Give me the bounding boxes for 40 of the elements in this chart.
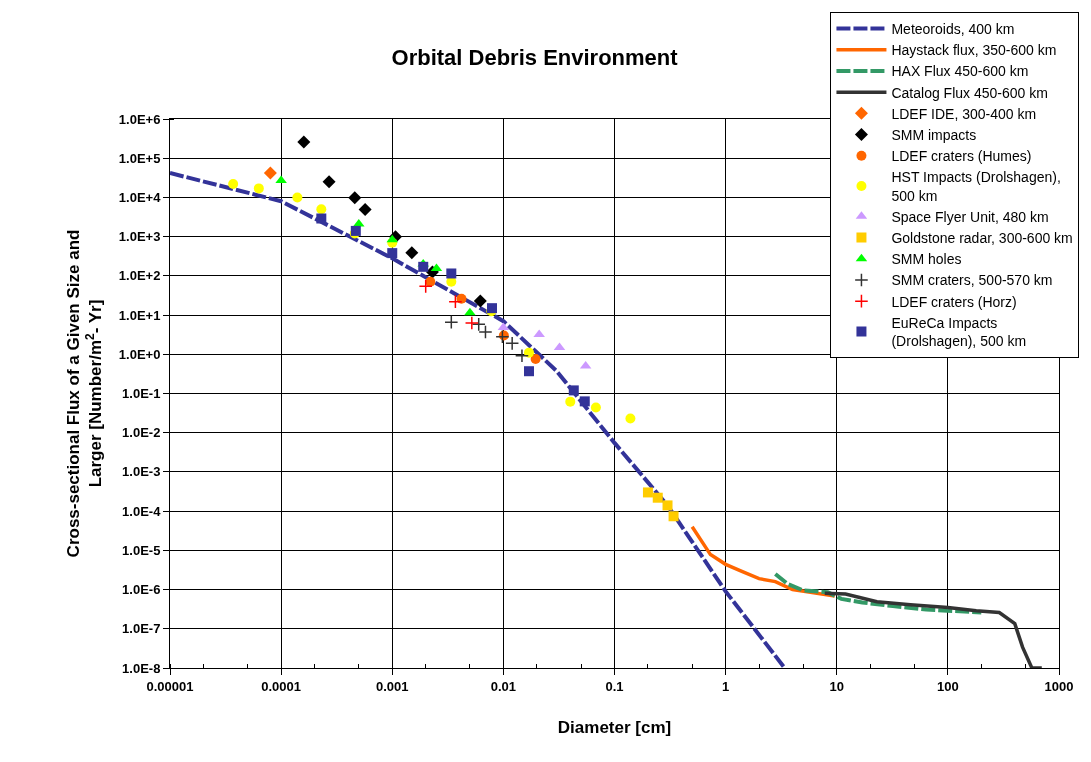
legend-label: SMM holes [891,251,962,268]
y-tick-label: 1.0E-2 [122,425,161,441]
x-tick-label: 100 [937,678,959,694]
chart-title: Orbital Debris Environment [391,44,679,70]
x-tick-label: 0.01 [490,678,517,694]
y-tick-label: 1.0E+2 [118,268,161,284]
y-tick-label: 1.0E-1 [122,386,161,402]
x-tick-label: 0.00001 [146,678,194,694]
y-tick-label: 1.0E+5 [118,150,161,166]
y-tick-label: 1.0E+3 [118,229,161,245]
x-tick-label: 1000 [1044,678,1074,694]
x-tick-label: 0.0001 [261,678,302,694]
legend-label: LDEF craters (Humes) [891,148,1032,165]
legend-label: EuReCa Impacts (Drolshagen), 500 km [891,314,1027,350]
y-tick-label: 1.0E+0 [118,346,161,362]
legend-label: Goldstone radar, 300-600 km [891,230,1073,247]
legend-label: SMM craters, 500-570 km [891,272,1053,289]
y-tick-label: 1.0E+4 [118,189,162,205]
legend-label: Space Flyer Unit, 480 km [891,208,1049,225]
y-tick-label: 1.0E-5 [122,542,161,558]
y-tick-label: 1.0E+1 [118,307,161,323]
legend-label: HST Impacts (Drolshagen), 500 km [891,169,1061,204]
x-tick-label: 0.001 [375,678,409,694]
legend-label: Meteoroids, 400 km [891,21,1015,38]
x-tick-label: 10 [829,678,844,694]
y-tick-label: 1.0E-8 [122,660,161,676]
legend-label: LDEF IDE, 300-400 km [891,105,1037,122]
legend-label: SMM impacts [891,127,977,144]
legend-label: HAX Flux 450-600 km [891,63,1029,80]
y-tick-label: 1.0E-6 [122,582,161,598]
y-tick-label: 1.0E-3 [122,464,161,480]
y-tick-label: 1.0E-4 [122,503,162,519]
y-tick-label: 1.0E-7 [122,621,161,637]
legend-label: Catalog Flux 450-600 km [891,84,1048,101]
x-axis-title: Diameter [cm] [557,718,672,737]
x-tick-label: 1 [722,678,730,694]
legend-label: LDEF craters (Horz) [891,293,1017,310]
y-tick-label: 1.0E+6 [118,111,161,127]
x-tick-label: 0.1 [605,678,624,694]
legend-label: Haystack flux, 350-600 km [891,42,1057,59]
